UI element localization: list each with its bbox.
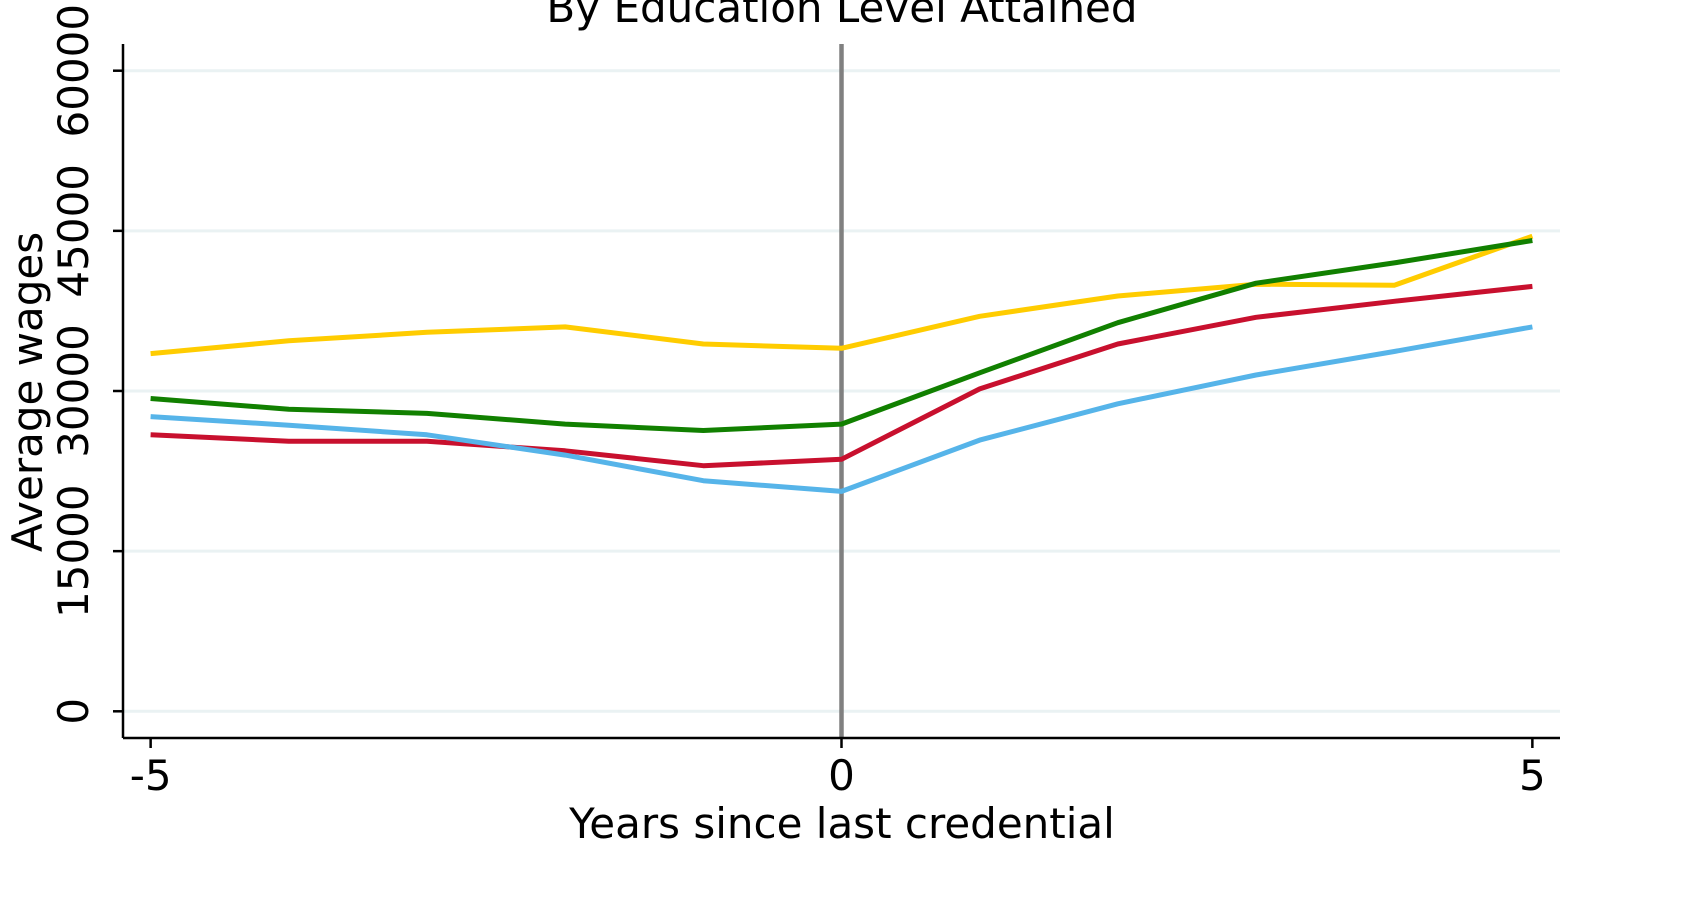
y-tick-label: 45000 <box>49 164 98 298</box>
series-line-3 <box>150 283 1533 469</box>
x-tick-label: 5 <box>1519 751 1546 800</box>
series-lines <box>150 233 1534 494</box>
x-tick-label: 0 <box>828 751 855 800</box>
y-tick-label: 15000 <box>49 484 98 618</box>
y-tick-label: 30000 <box>49 324 98 458</box>
x-tick-label: -5 <box>130 751 172 800</box>
y-tick-label: 0 <box>49 698 98 725</box>
y-axis-title: Average wages <box>3 232 52 552</box>
chart-title: By Education Level Attained <box>546 0 1137 32</box>
x-axis-title: Years since last credential <box>568 799 1115 848</box>
series-line-2 <box>150 238 1533 433</box>
series-line-1 <box>150 233 1534 357</box>
ticks: 0 15000 30000 45000 60000 -5 0 5 <box>49 4 1546 800</box>
y-tick-label: 60000 <box>49 4 98 138</box>
series-line-4 <box>150 324 1533 494</box>
